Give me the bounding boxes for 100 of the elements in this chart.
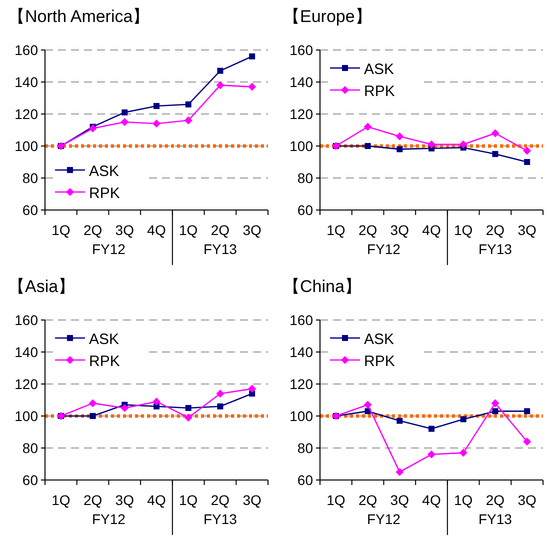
x-tick-label: 1Q (52, 222, 70, 238)
x-tick-label: 3Q (390, 222, 410, 238)
x-tick-label: 4Q (147, 222, 166, 238)
point (459, 448, 468, 457)
x-tick-label: 3Q (518, 222, 537, 238)
point (90, 413, 96, 419)
text: FY12 (366, 511, 401, 527)
text: FY12 (366, 241, 401, 257)
point (248, 384, 256, 393)
y-tick-label: 100 (14, 138, 38, 154)
point (217, 68, 224, 74)
point (185, 405, 192, 411)
point (248, 82, 256, 91)
point (216, 81, 224, 90)
legend-label: RPK (89, 353, 120, 370)
y-tick-label: 140 (290, 344, 314, 360)
x-tick-label: 3Q (242, 492, 262, 508)
y-tick-label: 80 (297, 440, 314, 456)
point (184, 116, 192, 124)
x-tick-label: 1Q (454, 492, 473, 508)
y-tick-label: 160 (290, 312, 314, 328)
x-tick-label: 2Q (486, 222, 505, 238)
text: FY13 (478, 241, 512, 257)
x-tick-label: 2Q (210, 492, 230, 508)
x-tick-label: 2Q (358, 222, 378, 238)
chart-title: 【Asia】 (8, 277, 76, 296)
y-tick-label: 120 (14, 376, 38, 392)
text: FY12 (92, 511, 126, 527)
x-tick-label: 1Q (179, 222, 198, 238)
y-tick-label: 60 (297, 202, 314, 218)
point (428, 426, 434, 432)
text: FY13 (203, 241, 238, 257)
point (396, 418, 403, 424)
x-tick-label: 1Q (52, 492, 70, 508)
point (120, 404, 129, 412)
point (524, 159, 530, 165)
point (364, 400, 372, 409)
y-tick-label: 160 (14, 312, 38, 328)
point (491, 399, 500, 408)
x-tick-label: 2Q (210, 222, 230, 238)
point (523, 146, 532, 155)
x-tick-label: 2Q (83, 492, 102, 508)
x-tick-label: 2Q (358, 492, 378, 508)
point (428, 140, 436, 148)
chart-title: 【North America】 (8, 7, 150, 26)
point (460, 416, 466, 422)
x-tick-label: 3Q (115, 492, 134, 508)
x-tick-label: 4Q (147, 492, 166, 508)
x-tick-label: 3Q (518, 492, 537, 508)
point (492, 408, 498, 414)
legend-label: RPK (89, 185, 120, 202)
y-tick-label: 100 (14, 408, 38, 424)
chart-title: 【Europe】 (283, 7, 372, 26)
legend-label: RPK (364, 353, 395, 370)
point (88, 124, 97, 132)
y-tick-label: 80 (297, 170, 314, 186)
legend-label: ASK (364, 331, 394, 348)
point (459, 140, 468, 148)
legend-label: ASK (89, 163, 120, 180)
point (217, 403, 224, 410)
y-tick-label: 120 (290, 106, 314, 122)
point (428, 450, 436, 458)
x-tick-label: 3Q (115, 222, 134, 238)
x-tick-label: 1Q (179, 492, 198, 508)
point (396, 468, 404, 476)
point (396, 146, 403, 152)
point (152, 398, 160, 406)
x-tick-label: 1Q (326, 222, 346, 238)
point (523, 438, 532, 446)
y-tick-label: 160 (290, 42, 314, 58)
point (524, 408, 530, 414)
y-tick-label: 60 (297, 472, 314, 488)
point (120, 118, 129, 126)
x-tick-label: 4Q (422, 222, 441, 238)
text: FY13 (478, 511, 512, 527)
legend-label: ASK (364, 61, 394, 78)
point (185, 101, 192, 108)
point (396, 132, 404, 140)
x-tick-label: 1Q (454, 222, 473, 238)
y-tick-label: 100 (290, 408, 314, 424)
point (152, 120, 160, 128)
point (88, 399, 97, 408)
legend-label: ASK (89, 331, 120, 348)
text: FY13 (203, 511, 238, 527)
x-tick-label: 2Q (83, 222, 102, 238)
y-tick-label: 120 (290, 376, 314, 392)
point (492, 151, 498, 157)
point (122, 109, 128, 116)
x-tick-label: 3Q (390, 492, 410, 508)
point (249, 53, 256, 60)
y-tick-label: 60 (22, 202, 38, 218)
legend-label: RPK (364, 83, 395, 100)
x-tick-label: 3Q (242, 222, 262, 238)
y-tick-label: 80 (22, 440, 38, 456)
text: FY12 (92, 241, 126, 257)
point (364, 122, 372, 131)
y-tick-label: 140 (290, 74, 314, 90)
chart-title: 【China】 (283, 277, 362, 296)
y-tick-label: 160 (14, 42, 38, 58)
point (216, 390, 224, 398)
